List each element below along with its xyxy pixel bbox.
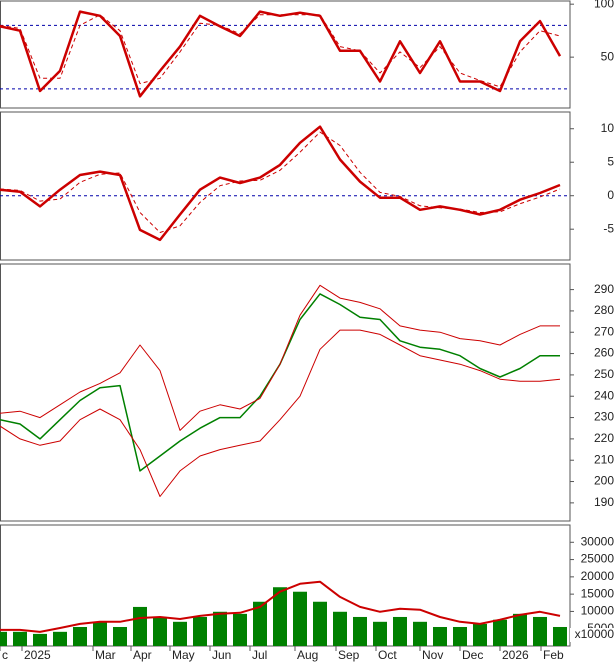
y-tick-label: 50: [601, 49, 615, 63]
volume-bar: [193, 616, 207, 646]
x-tick-label: 2025: [24, 648, 51, 662]
volume-bar: [313, 601, 327, 646]
y-tick-label: 20000: [581, 569, 615, 583]
volume-bar: [213, 611, 227, 646]
y-tick-label: 25000: [581, 552, 615, 566]
y-tick-label: 10000: [581, 604, 615, 618]
volume-bar: [373, 621, 387, 646]
series-line: [0, 580, 561, 633]
x-tick-label: Jun: [212, 648, 231, 662]
y-tick-label: 200: [594, 474, 614, 488]
x-tick-label: Aug: [297, 648, 318, 662]
annotation-bg: [570, 628, 616, 642]
y-tick-label: -5: [603, 221, 614, 235]
volume-bar: [493, 619, 507, 646]
volume-bar: [73, 626, 87, 646]
volume-bar: [353, 616, 367, 646]
y-tick-label: 230: [594, 410, 614, 424]
y-tick-label: 5: [607, 154, 614, 168]
volume-bar: [413, 621, 427, 646]
axis-unit: x10000: [575, 627, 615, 641]
volume-bar: [513, 613, 527, 646]
x-tick-label: Sep: [338, 648, 360, 662]
volume-bar: [133, 606, 147, 646]
volume-bar: [473, 623, 487, 646]
x-tick-label: Mar: [95, 648, 116, 662]
volume-bar: [33, 633, 47, 646]
volume-bar: [233, 613, 247, 646]
y-tick-label: 220: [594, 431, 614, 445]
volume-bar: [393, 616, 407, 646]
volume-bar: [13, 631, 27, 646]
volume-bar: [333, 611, 347, 646]
y-tick-label: 250: [594, 367, 614, 381]
y-tick-label: 15000: [581, 586, 615, 600]
series-line: [0, 125, 561, 242]
series-line: [0, 284, 560, 431]
panel-frame: [0, 111, 571, 261]
volume-bar: [173, 621, 187, 646]
volume-bar: [453, 626, 467, 646]
panel-frame: [0, 0, 571, 109]
x-tick-label: Jul: [252, 648, 267, 662]
volume-bar: [533, 616, 547, 646]
x-tick-label: Oct: [378, 648, 397, 662]
volume-bar: [153, 616, 167, 646]
x-tick-label: c: [2, 648, 8, 662]
series-line: [0, 131, 561, 233]
y-tick-label: 240: [594, 388, 614, 402]
volume-bar: [273, 587, 287, 646]
volume-bar: [433, 626, 447, 646]
volume-bar: [553, 626, 567, 646]
x-tick-label: Dec: [462, 648, 483, 662]
series-line: [0, 10, 562, 98]
y-tick-label: 210: [594, 452, 614, 466]
panel-frame: [0, 263, 571, 522]
volume-bar: [293, 591, 307, 646]
y-tick-label: 290: [594, 282, 614, 296]
series-line: [0, 329, 561, 497]
y-tick-label: 100: [594, 0, 614, 10]
x-tick-label: May: [172, 648, 195, 662]
volume-bar: [113, 626, 127, 646]
x-tick-label: Nov: [422, 648, 443, 662]
x-tick-label: Apr: [133, 648, 152, 662]
x-tick-label: Feb: [543, 648, 564, 662]
x-tick-label: 2026: [502, 648, 529, 662]
y-tick-label: 10: [601, 121, 615, 135]
volume-bar: [93, 621, 107, 646]
y-tick-label: 260: [594, 346, 614, 360]
volume-bar: [0, 631, 7, 646]
volume-bar: [53, 631, 67, 646]
volume-bar: [253, 601, 267, 646]
y-tick-label: 280: [594, 303, 614, 317]
y-tick-label: 190: [594, 495, 614, 509]
y-tick-label: 30000: [581, 534, 615, 548]
y-tick-label: 270: [594, 324, 614, 338]
y-tick-label: 0: [607, 188, 614, 202]
